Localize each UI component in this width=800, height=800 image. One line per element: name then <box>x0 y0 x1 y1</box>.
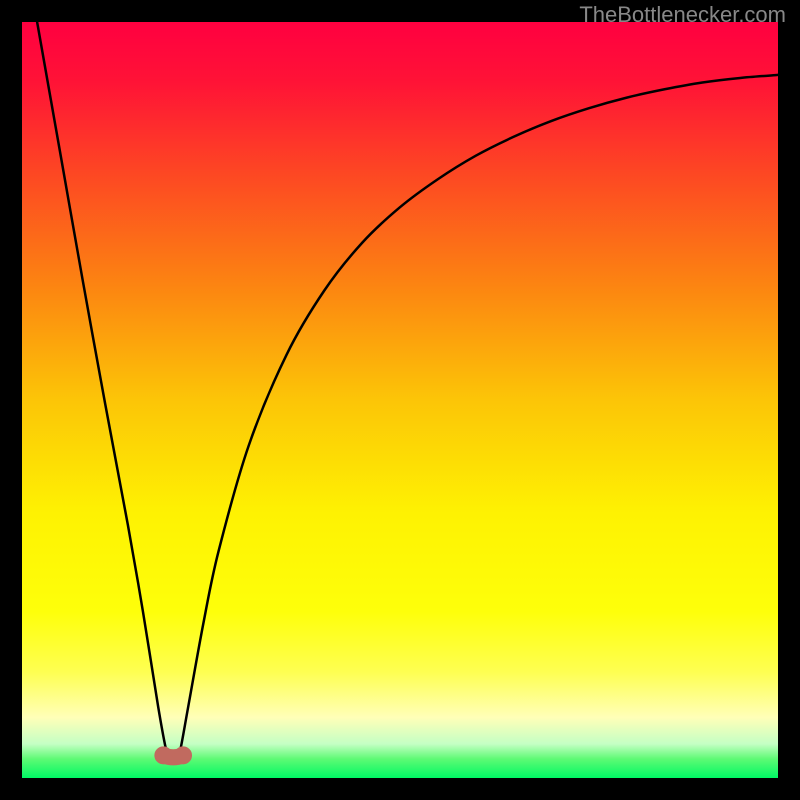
plot-area <box>22 22 778 778</box>
curve-marker-1 <box>175 747 192 764</box>
watermark-text: TheBottlenecker.com <box>579 2 786 28</box>
chart-svg <box>0 0 800 800</box>
curve-marker-0 <box>155 747 172 764</box>
bottleneck-chart: TheBottlenecker.com <box>0 0 800 800</box>
